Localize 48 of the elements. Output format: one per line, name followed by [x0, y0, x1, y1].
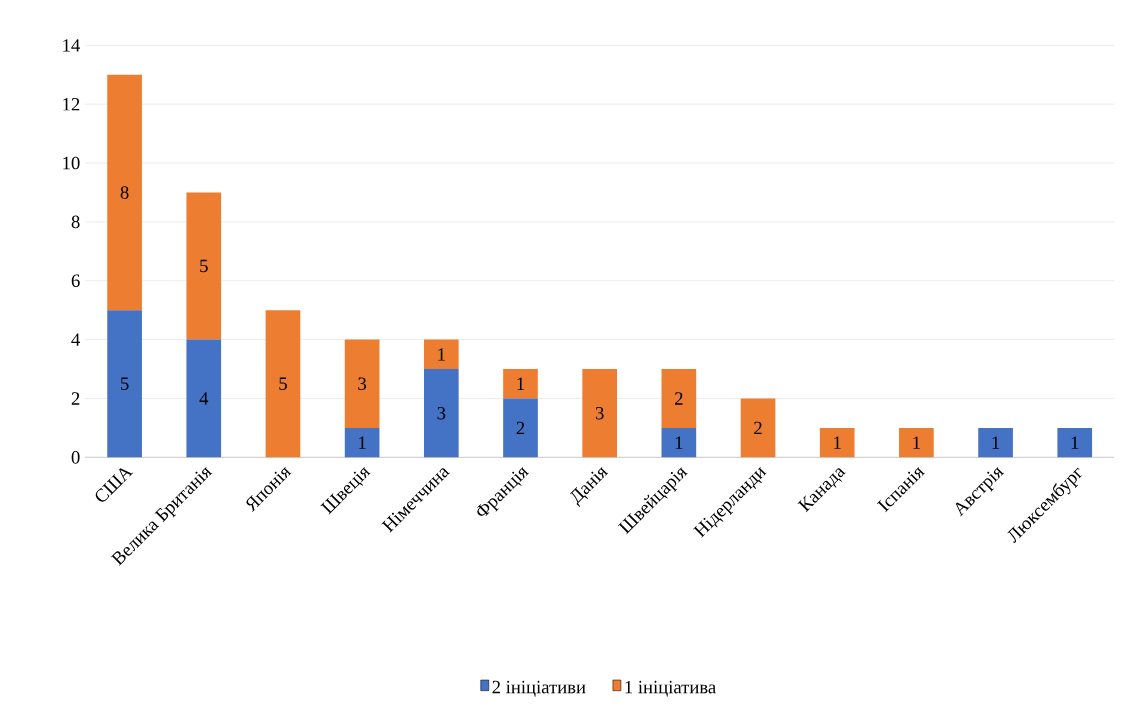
y-tick-label: 4 — [71, 333, 81, 346]
y-tick-label: 10 — [63, 156, 80, 170]
bar — [107, 74, 142, 311]
bar — [740, 398, 776, 458]
data-label: 3 — [595, 406, 604, 420]
data-label: 1 — [992, 436, 1000, 449]
data-label: 2 — [516, 421, 525, 435]
bar — [819, 427, 855, 458]
bar — [661, 427, 697, 458]
legend-label: 2 ініціативи — [492, 680, 586, 697]
data-label: 4 — [199, 392, 209, 405]
bar — [661, 369, 697, 428]
y-tick-label: 8 — [71, 215, 80, 229]
y-tick-label: 6 — [71, 274, 80, 288]
y-tick-label: 14 — [63, 39, 81, 52]
bar — [265, 310, 301, 458]
legend-label: 1 ініціатива — [625, 680, 716, 697]
data-label: 1 — [913, 436, 920, 449]
bar — [344, 339, 380, 428]
bar — [899, 427, 934, 458]
y-tick-label: 2 — [71, 392, 80, 405]
bar — [186, 192, 222, 340]
data-label: 1 — [675, 436, 683, 449]
bar — [344, 427, 380, 458]
data-label: 5 — [200, 259, 208, 273]
bar — [1057, 427, 1093, 458]
data-label: 1 — [834, 436, 841, 449]
y-tick-label: 12 — [63, 98, 80, 111]
bar — [423, 369, 459, 458]
bar — [107, 310, 142, 458]
bar — [503, 369, 538, 399]
bar — [503, 398, 538, 458]
data-label: 8 — [120, 186, 129, 199]
data-label: 1 — [517, 377, 525, 390]
bar — [978, 427, 1013, 458]
data-label: 5 — [121, 377, 129, 390]
bar — [582, 369, 618, 458]
data-label: 2 — [754, 421, 762, 435]
data-label: 1 — [1071, 436, 1079, 449]
bar — [423, 339, 459, 370]
bar — [186, 339, 222, 458]
data-label: 2 — [675, 392, 683, 405]
data-label: 3 — [358, 377, 367, 391]
data-label: 1 — [359, 436, 366, 449]
y-tick-label: 0 — [71, 451, 80, 464]
data-label: 5 — [279, 377, 287, 390]
data-label: 1 — [438, 348, 445, 361]
data-label: 3 — [437, 406, 446, 420]
